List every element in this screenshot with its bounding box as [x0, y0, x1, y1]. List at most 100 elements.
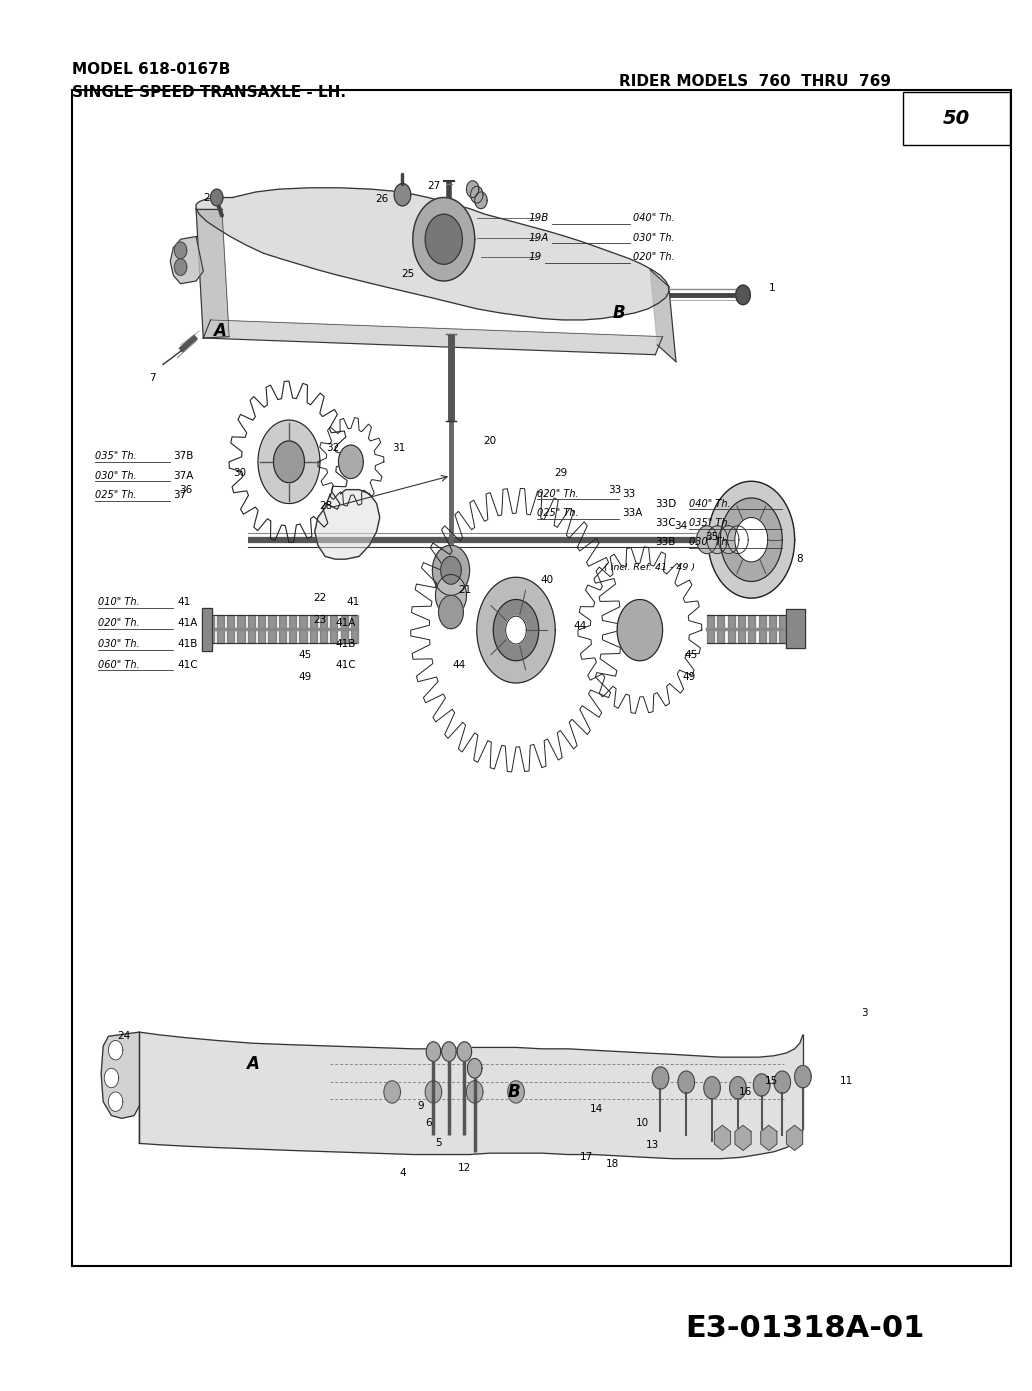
Polygon shape: [432, 545, 470, 595]
Polygon shape: [736, 285, 750, 305]
Text: 29: 29: [554, 467, 567, 479]
Text: 37A: 37A: [173, 470, 194, 481]
Polygon shape: [714, 1125, 731, 1150]
Polygon shape: [139, 1032, 803, 1159]
Text: 50: 50: [943, 108, 970, 128]
Polygon shape: [237, 615, 245, 643]
Text: 28: 28: [320, 501, 332, 512]
Text: B: B: [613, 305, 625, 321]
Text: 6: 6: [425, 1117, 431, 1128]
Text: 19A: 19A: [528, 232, 549, 243]
Text: 040" Th.: 040" Th.: [633, 213, 674, 224]
Polygon shape: [707, 526, 728, 554]
Polygon shape: [466, 181, 479, 198]
Polygon shape: [320, 615, 327, 643]
Text: 11: 11: [840, 1075, 852, 1086]
Text: 26: 26: [376, 193, 388, 204]
Polygon shape: [211, 189, 223, 206]
Text: 44: 44: [453, 659, 465, 670]
Polygon shape: [477, 577, 555, 683]
Polygon shape: [759, 615, 766, 643]
Text: 1: 1: [769, 282, 775, 294]
Polygon shape: [720, 498, 782, 581]
Text: 33: 33: [609, 484, 621, 495]
Polygon shape: [289, 615, 296, 643]
Text: 40: 40: [541, 574, 553, 586]
Text: 41B: 41B: [335, 638, 356, 650]
Text: 41: 41: [347, 597, 359, 608]
Polygon shape: [748, 615, 755, 643]
Text: 020" Th.: 020" Th.: [537, 488, 578, 499]
Text: 24: 24: [118, 1031, 130, 1042]
Bar: [72, 90, 1011, 1266]
Text: 12: 12: [458, 1163, 471, 1174]
Text: 44: 44: [574, 620, 586, 632]
Text: 27: 27: [427, 181, 440, 192]
Text: A: A: [247, 1056, 259, 1072]
Text: 010" Th.: 010" Th.: [98, 597, 139, 608]
Polygon shape: [728, 526, 748, 554]
Polygon shape: [227, 615, 234, 643]
Polygon shape: [508, 1081, 524, 1103]
Polygon shape: [394, 184, 411, 206]
Polygon shape: [795, 1066, 811, 1088]
Polygon shape: [735, 517, 768, 562]
Polygon shape: [774, 1071, 791, 1093]
Text: 37B: 37B: [173, 451, 194, 462]
Polygon shape: [341, 615, 348, 643]
Text: 19B: 19B: [528, 213, 549, 224]
Polygon shape: [258, 420, 320, 504]
Polygon shape: [441, 556, 461, 584]
Polygon shape: [735, 1125, 751, 1150]
Polygon shape: [108, 1040, 123, 1060]
Text: 32: 32: [326, 442, 338, 453]
Polygon shape: [704, 1077, 720, 1099]
Text: 030" Th.: 030" Th.: [98, 638, 139, 650]
Polygon shape: [279, 615, 286, 643]
Text: 30: 30: [233, 467, 246, 479]
Polygon shape: [678, 1071, 695, 1093]
Polygon shape: [786, 609, 805, 648]
Text: 31: 31: [392, 442, 405, 453]
Polygon shape: [413, 198, 475, 281]
Polygon shape: [217, 615, 224, 643]
Text: 17: 17: [580, 1152, 592, 1163]
Text: ( incl. Ref. 41 - 49 ): ( incl. Ref. 41 - 49 ): [604, 563, 695, 572]
Text: 41: 41: [178, 597, 191, 608]
Text: 36: 36: [180, 484, 192, 495]
Polygon shape: [330, 615, 337, 643]
Polygon shape: [206, 615, 214, 643]
Text: 21: 21: [458, 584, 471, 595]
Text: RIDER MODELS  760  THRU  769: RIDER MODELS 760 THRU 769: [619, 74, 892, 89]
Text: 5: 5: [436, 1138, 442, 1149]
Text: 37: 37: [173, 490, 187, 501]
Polygon shape: [202, 608, 212, 651]
Text: 18: 18: [606, 1159, 618, 1170]
Polygon shape: [753, 1074, 770, 1096]
Polygon shape: [351, 615, 358, 643]
Text: 19: 19: [528, 252, 542, 263]
Polygon shape: [707, 615, 714, 643]
Text: 45: 45: [685, 650, 698, 661]
Polygon shape: [717, 615, 724, 643]
Text: 45: 45: [299, 650, 312, 661]
Polygon shape: [697, 526, 717, 554]
Polygon shape: [258, 615, 265, 643]
Text: B: B: [508, 1084, 520, 1100]
Text: 040" Th.: 040" Th.: [689, 498, 731, 509]
Polygon shape: [174, 242, 187, 259]
Polygon shape: [439, 595, 463, 629]
Text: MODEL 618-0167B: MODEL 618-0167B: [72, 61, 230, 77]
Polygon shape: [426, 1042, 441, 1061]
Text: 030" Th.: 030" Th.: [95, 470, 136, 481]
Text: 035" Th.: 035" Th.: [689, 517, 731, 529]
Text: 41A: 41A: [335, 618, 356, 629]
Text: 020" Th.: 020" Th.: [633, 252, 674, 263]
Text: 16: 16: [739, 1086, 751, 1097]
Text: 025" Th.: 025" Th.: [537, 508, 578, 519]
Text: 2: 2: [203, 192, 209, 203]
Text: 41A: 41A: [178, 618, 198, 629]
Polygon shape: [196, 188, 669, 320]
Polygon shape: [506, 616, 526, 644]
Polygon shape: [475, 192, 487, 209]
